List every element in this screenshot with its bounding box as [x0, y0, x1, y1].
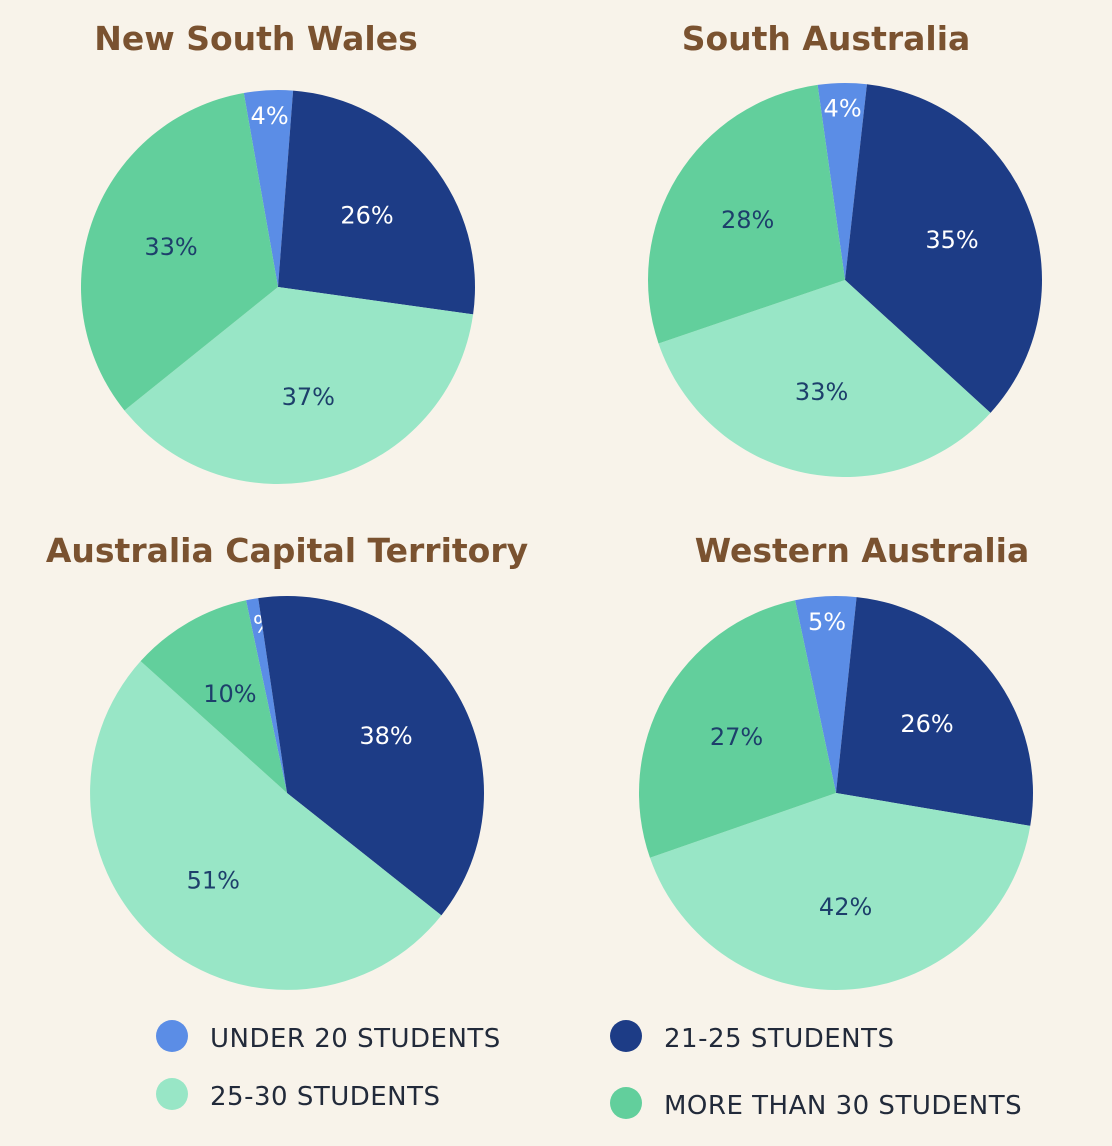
- legend-swatch: [610, 1020, 642, 1052]
- legend-swatch: [156, 1020, 188, 1052]
- pie-title: Australia Capital Territory: [46, 531, 528, 570]
- slice-label-s25_30: 33%: [795, 378, 848, 406]
- pie-title: South Australia: [682, 19, 971, 58]
- pie-slice-s25_30: [658, 280, 991, 478]
- pie-slice-over30: [638, 600, 836, 858]
- slice-label-over30: 28%: [721, 206, 774, 234]
- pie-slice-s21_25: [845, 84, 1043, 413]
- slice-label-s21_25: 26%: [340, 201, 393, 229]
- pie-slice-over30: [140, 600, 287, 793]
- pie-chart-1: New South Wales 4% 26% 37% 33%: [80, 19, 475, 484]
- slice-label-over30: 10%: [203, 680, 256, 708]
- pie-slice-s25_30: [90, 661, 442, 990]
- slice-label-over30: 33%: [144, 233, 197, 261]
- pie-title: New South Wales: [94, 19, 418, 58]
- legend-item-s21_25: 21-25 STUDENTS: [610, 1020, 895, 1054]
- slice-label-s21_25: 26%: [900, 710, 953, 738]
- slice-label-s25_30: 51%: [187, 866, 240, 894]
- slice-label-s21_25: 38%: [359, 722, 412, 750]
- legend-item-under20: UNDER 20 STUDENTS: [156, 1020, 501, 1054]
- legend-label: MORE THAN 30 STUDENTS: [664, 1091, 1022, 1121]
- slice-label-s21_25: 35%: [925, 226, 978, 254]
- pie-slice-s21_25: [278, 90, 475, 315]
- slice-label-over30: 27%: [710, 723, 763, 751]
- legend-item-s25_30: 25-30 STUDENTS: [156, 1078, 441, 1112]
- pie-chart-4: Western Australia 5% 26% 42% 27%: [638, 531, 1033, 990]
- legend-item-over30: MORE THAN 30 STUDENTS: [610, 1087, 1022, 1121]
- legend-label: UNDER 20 STUDENTS: [210, 1024, 501, 1054]
- pie-slice-under20: [243, 89, 294, 287]
- slice-label-under20: 5%: [808, 608, 846, 636]
- pie-slice-over30: [647, 84, 845, 344]
- slice-label-s25_30: 37%: [282, 383, 335, 411]
- pie-slice-over30: [80, 92, 278, 411]
- legend: UNDER 20 STUDENTS 21-25 STUDENTS 25-30 STU…: [156, 1020, 1022, 1121]
- pie-slice-s25_30: [649, 793, 1031, 990]
- slice-label-s25_30: 42%: [819, 893, 872, 921]
- pie-slice-s25_30: [124, 287, 474, 484]
- pie-slice-s21_25: [258, 595, 485, 916]
- pie-chart-2: South Australia 4% 35% 33% 28%: [647, 19, 1043, 478]
- pie-slice-s21_25: [836, 597, 1033, 826]
- slice-label-under20: 4%: [251, 102, 289, 130]
- pie-slice-under20: [795, 595, 857, 793]
- pie-title: Western Australia: [695, 531, 1030, 570]
- legend-swatch: [610, 1087, 642, 1119]
- pie-slice-under20: [817, 83, 867, 281]
- slice-label-under20: 4%: [824, 95, 862, 123]
- legend-label: 25-30 STUDENTS: [210, 1082, 441, 1112]
- pie-slice-under20: [246, 598, 287, 793]
- legend-swatch: [156, 1078, 188, 1110]
- legend-label: 21-25 STUDENTS: [664, 1024, 895, 1054]
